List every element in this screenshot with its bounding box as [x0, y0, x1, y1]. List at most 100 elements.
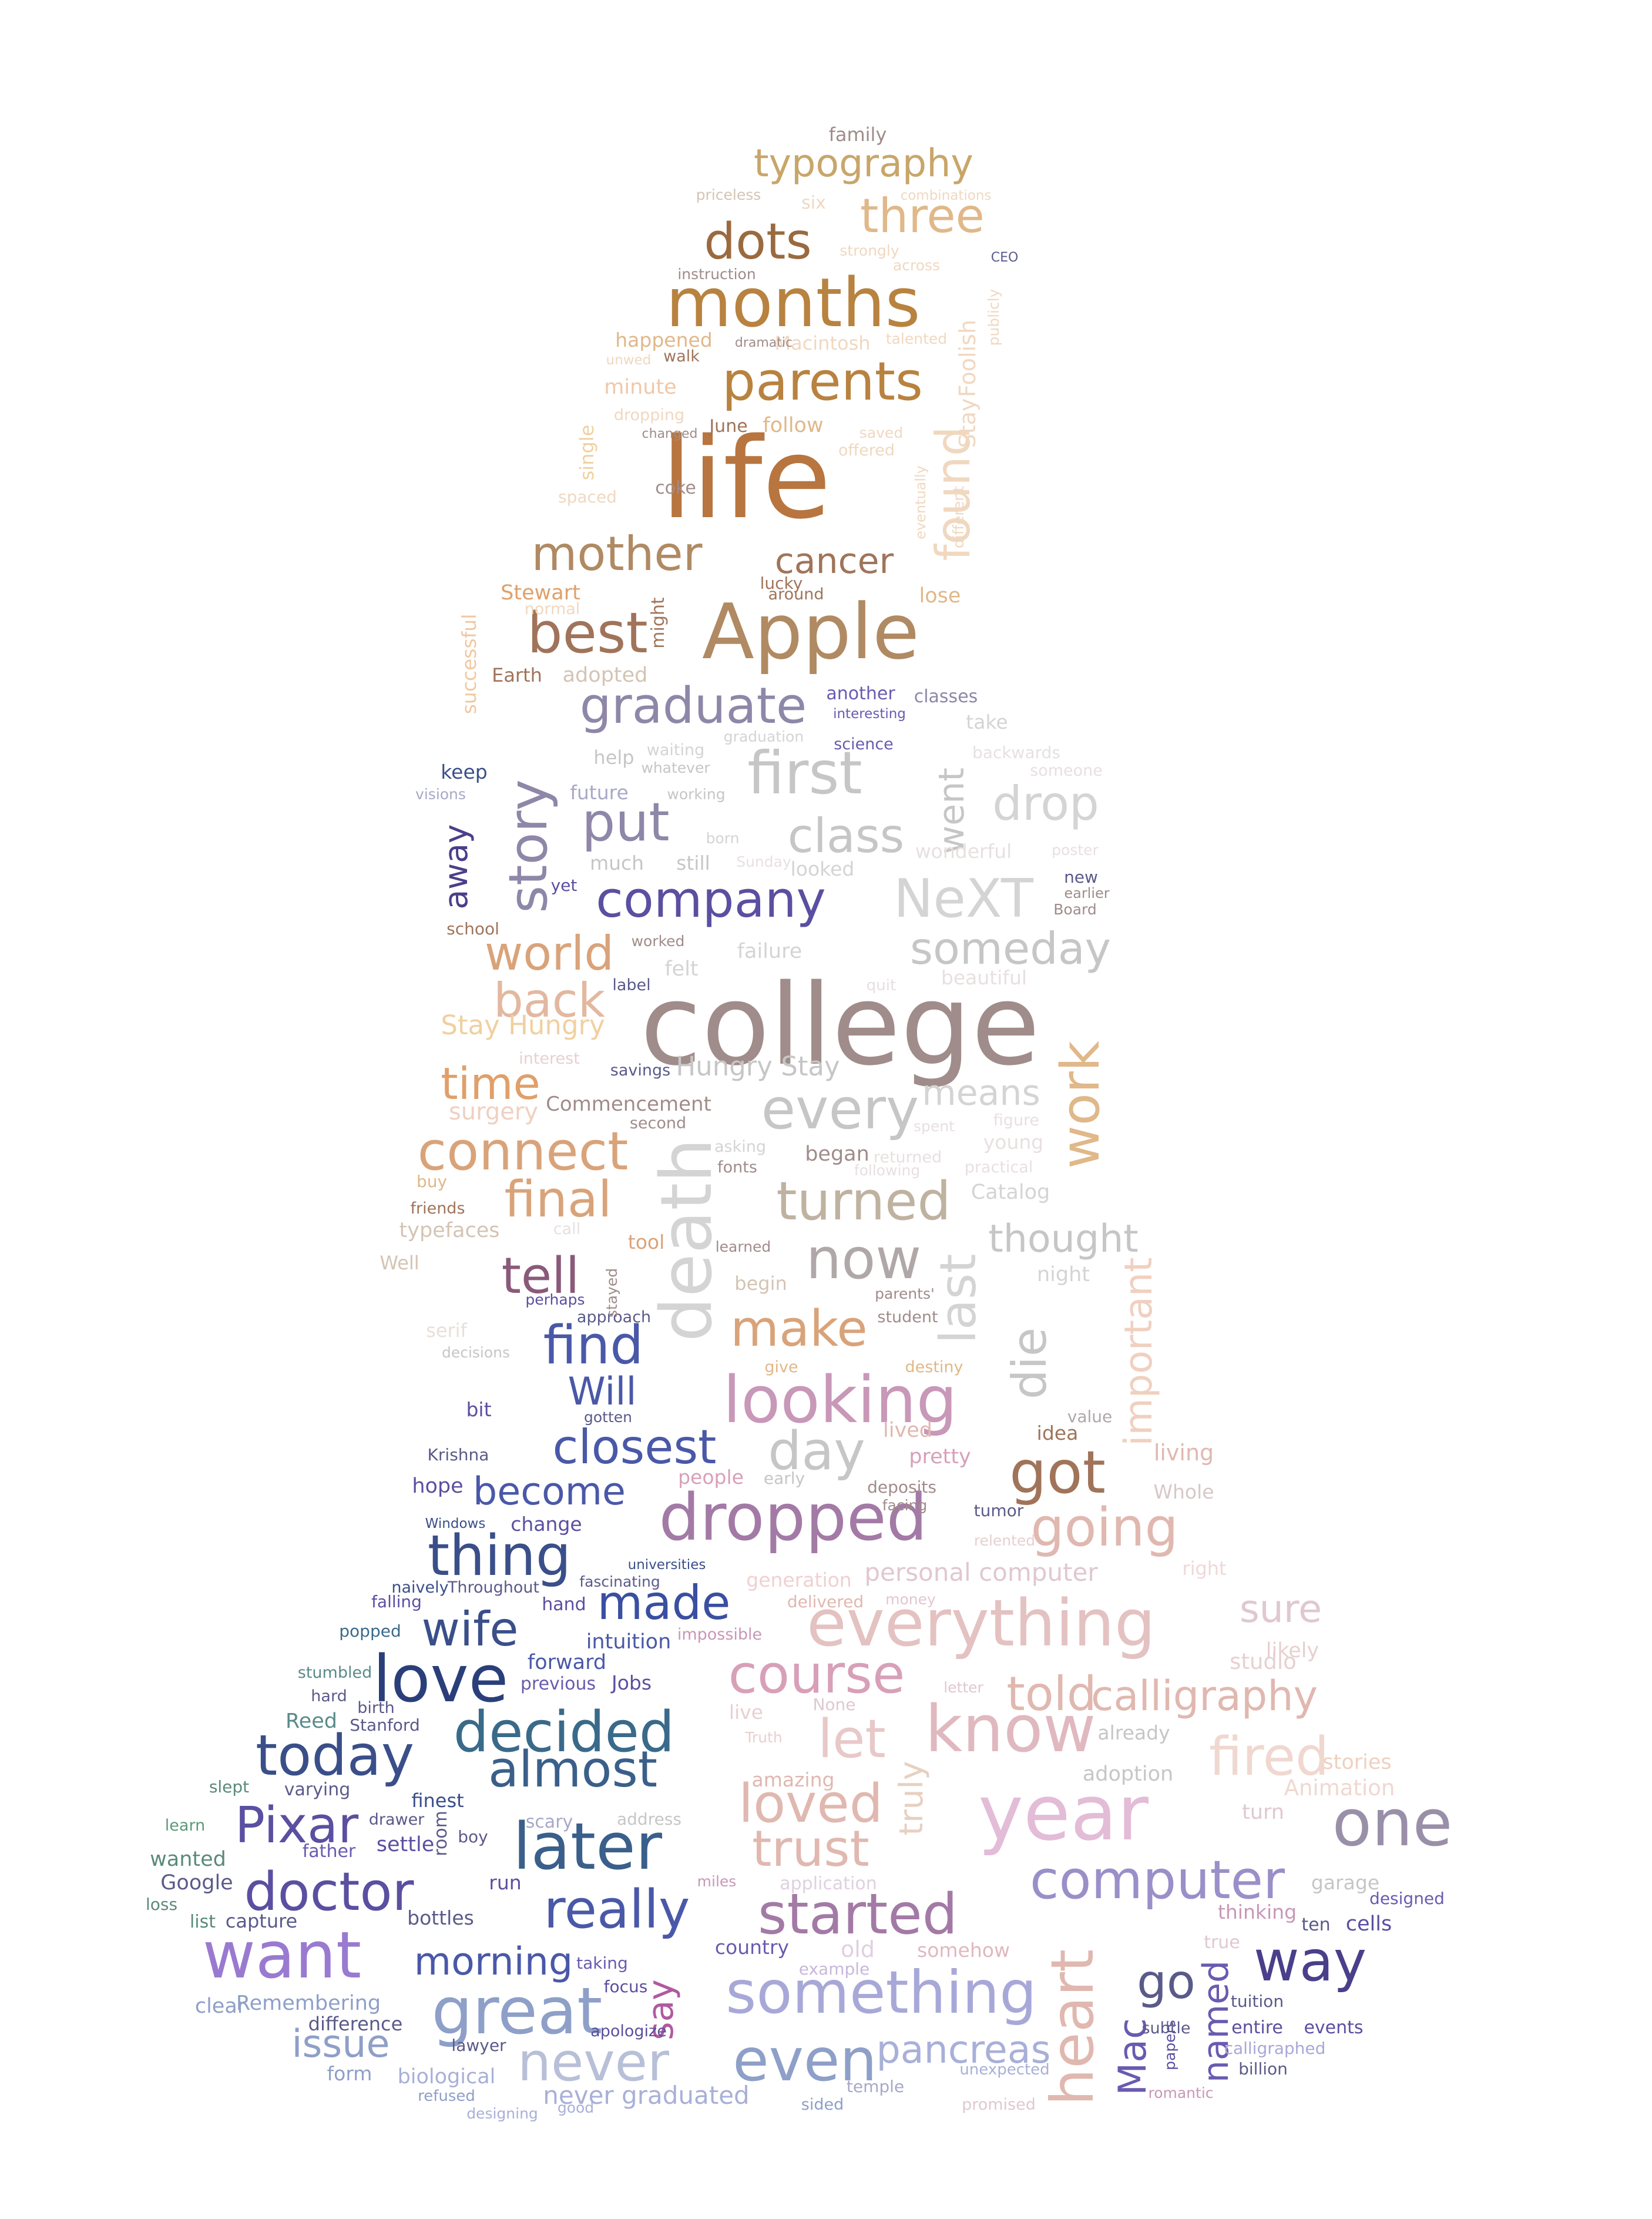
word-throughout: Throughout [447, 1578, 539, 1597]
word-waiting: waiting [647, 741, 704, 759]
word-naively: naively [391, 1578, 448, 1597]
word-new: new [1064, 867, 1098, 887]
word-closest: closest [552, 1420, 716, 1474]
word-lawyer: lawyer [451, 2036, 506, 2055]
word-death: death [646, 1138, 728, 1342]
word-young: young [983, 1131, 1044, 1154]
word-adopted: adopted [563, 663, 648, 687]
word-following: following [854, 1162, 920, 1179]
word-mac: Mac [1111, 2018, 1155, 2096]
word-stay: Stay [955, 398, 981, 448]
word-learned: learned [716, 1238, 771, 1255]
word-animation: Animation [1284, 1775, 1395, 1801]
word-whatever: whatever [641, 759, 710, 776]
word-best: best [527, 601, 648, 666]
word-example: example [799, 1959, 870, 1979]
word-much: much [590, 852, 644, 874]
word-temple: temple [847, 2077, 904, 2096]
word-pretty: pretty [909, 1445, 971, 1469]
word-truly: truly [892, 1761, 930, 1836]
word-boy: boy [458, 1827, 488, 1846]
word-named: named [1196, 1960, 1237, 2083]
word-calligraphed: calligraphed [1224, 2039, 1326, 2058]
word-focus: focus [604, 1977, 648, 1996]
word-turn: turn [1242, 1801, 1284, 1824]
word-across: across [893, 257, 940, 274]
word-morning: morning [414, 1940, 573, 1984]
word-previous: previous [521, 1674, 596, 1694]
word-hand: hand [542, 1594, 586, 1615]
word-looking: looking [723, 1362, 958, 1437]
word-foolish: Foolish [955, 320, 981, 397]
word-let: let [818, 1708, 886, 1770]
word-value: value [1067, 1407, 1112, 1426]
word-cells: cells [1346, 1912, 1392, 1936]
word-dropped: dropped [659, 1480, 927, 1555]
word-commencement: Commencement [546, 1092, 711, 1116]
word-early: early [764, 1469, 805, 1488]
word-first: first [747, 739, 862, 807]
word-learn: learn [165, 1816, 205, 1835]
word-romantic: romantic [1148, 2084, 1213, 2101]
word-poster: poster [1052, 842, 1099, 859]
word-adoption: adoption [1083, 1762, 1173, 1786]
word-fonts: fonts [717, 1158, 757, 1176]
word-label: label [612, 976, 650, 994]
word-remembering: Remembering [236, 1992, 381, 2015]
word-stay-hungry: Stay Hungry [441, 1010, 605, 1041]
word-change: change [511, 1513, 582, 1536]
word-sided: sided [801, 2096, 844, 2114]
word-designed: designed [1369, 1889, 1445, 1908]
word-never-graduated: never graduated [543, 2081, 749, 2110]
word-say: say [640, 1979, 681, 2040]
word-krishna: Krishna [428, 1445, 489, 1464]
word-told: told [1006, 1667, 1096, 1721]
word-become: become [473, 1470, 626, 1514]
word-heart: heart [1038, 1949, 1107, 2106]
word-started: started [758, 1882, 958, 1947]
word-minute: minute [604, 376, 676, 399]
word-ceo: CEO [991, 250, 1019, 265]
word-give: give [764, 1358, 798, 1376]
word-strongly: strongly [840, 242, 899, 259]
word-time: time [441, 1058, 540, 1110]
word-another: another [826, 683, 895, 704]
word-catalog: Catalog [971, 1181, 1050, 1204]
word-sure: sure [1240, 1587, 1322, 1631]
word-way: way [1254, 1929, 1366, 1994]
word-country: country [715, 1936, 789, 1959]
word-buy: buy [417, 1172, 447, 1191]
word-dramatic: dramatic [735, 336, 793, 350]
word-spaced: spaced [558, 487, 617, 507]
word-approach: approach [577, 1308, 651, 1326]
word-relented: relented [974, 1532, 1035, 1549]
word-put: put [582, 792, 669, 853]
word-felt: felt [664, 957, 698, 981]
word-tell: tell [502, 1247, 580, 1305]
word-work: work [1050, 1041, 1112, 1169]
word-one: one [1332, 1785, 1453, 1861]
word-thing: thing [428, 1524, 571, 1588]
word-second: second [630, 1114, 686, 1132]
word-next: NeXT [894, 868, 1034, 930]
word-die: die [1002, 1328, 1057, 1399]
word-hard: hard [311, 1687, 347, 1705]
word-made: made [597, 1576, 731, 1630]
word-beautiful: beautiful [941, 966, 1027, 989]
word-began: began [805, 1142, 869, 1166]
word-will: Will [568, 1370, 636, 1414]
word-perhaps: perhaps [525, 1291, 585, 1308]
word-saved: saved [859, 424, 903, 441]
word-destiny: destiny [905, 1358, 963, 1376]
word-computer: computer [1030, 1849, 1285, 1911]
word-living: living [1154, 1440, 1214, 1466]
word-hope: hope [412, 1474, 463, 1498]
word-slept: slept [209, 1777, 249, 1796]
word-reed: Reed [286, 1709, 337, 1733]
word-form: form [327, 2062, 372, 2085]
word-practical: practical [965, 1158, 1033, 1176]
word-stanford: Stanford [350, 1715, 419, 1735]
word-offered: offered [838, 441, 895, 460]
word-asking: asking [714, 1138, 766, 1156]
word-whole: Whole [1153, 1480, 1214, 1503]
